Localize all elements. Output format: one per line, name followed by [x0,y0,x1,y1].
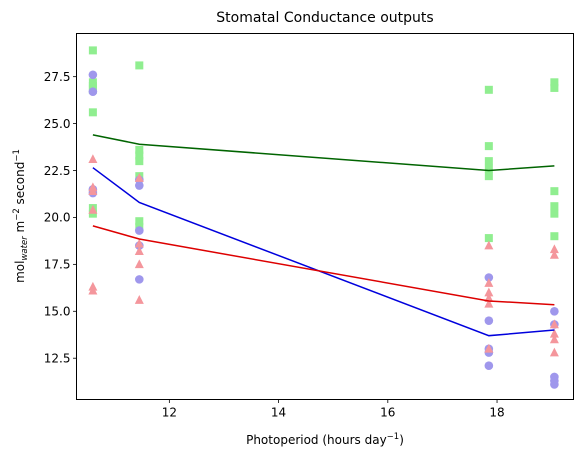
scatter-square-point [135,151,144,160]
scatter-square-point [135,61,144,70]
plot-marks [88,46,559,389]
x-axis-title-main: Photoperiod (hours day [246,433,387,447]
y-tick-label: 20.0 [44,211,71,225]
scatter-triangle-point [134,173,144,182]
y-axis-title-sup2: −1 [12,149,22,162]
y-axis-title-sec: second [13,162,27,209]
scatter-triangle-point [134,259,144,269]
trend-line-3 [92,225,555,306]
scatter-triangle-point [484,293,494,302]
scatter-triangle-point [134,246,144,256]
scatter-square-point [135,145,144,154]
x-axis-title-sup: −1 [387,432,400,442]
y-tick-label: 17.5 [44,258,71,272]
y-axis-title-m: m [13,221,27,237]
scatter-circle-point [550,380,559,389]
y-tick-label: 12.5 [44,352,71,366]
y-tick-label: 15.0 [44,305,71,319]
scatter-circle-point [135,181,144,190]
scatter-square-point [135,217,144,226]
scatter-square-point [135,157,144,166]
y-axis-title-main: mol [13,261,27,283]
scatter-triangle-point [484,298,494,308]
chart-title: Stomatal Conductance outputs [216,10,433,26]
scatter-triangle-point [484,240,494,250]
scatter-square-point [484,234,493,243]
scatter-circle-point [484,273,494,282]
x-tick-label: 14 [271,406,286,420]
scatter-square-point [550,83,559,92]
y-tick-label: 22.5 [44,164,71,178]
scatter-circle-point [135,275,144,284]
x-tick-label: 18 [489,406,504,420]
scatter-square-point [88,108,97,117]
scatter-triangle-point [549,328,559,338]
scatter-triangle-point [484,278,494,287]
scatter-triangle-point [88,154,98,164]
scatter-square-point [550,232,559,241]
scatter-circle-point [484,361,494,371]
scatter-triangle-point [484,343,494,353]
y-axis-title: molwater m−2 second−1 [12,149,30,283]
y-axis-title-sub: water [20,236,30,261]
scatter-triangle-point [88,285,98,295]
plot-frame [76,33,574,400]
scatter-triangle-point [88,186,98,195]
scatter-circle-point [135,226,144,235]
scatter-square-point [88,46,97,55]
scatter-triangle-point [134,295,144,304]
scatter-triangle-point [549,334,559,344]
trend-line-2 [92,167,555,337]
trend-line-1 [92,134,555,172]
x-axis-title: Photoperiod (hours day−1) [246,432,404,447]
y-tick-label: 27.5 [44,70,71,84]
scatter-triangle-point [134,238,144,248]
scatter-circle-point [88,70,98,80]
scatter-triangle-point [549,319,559,329]
scatter-square-point [484,85,493,94]
x-tick-label: 12 [162,406,177,420]
scatter-triangle-point [549,347,559,357]
scatter-square-point [550,209,559,218]
scatter-triangle-point [484,287,494,297]
scatter-triangle-point [549,244,559,254]
x-axis-title-end: ) [399,433,404,447]
scatter-square-point [550,202,559,211]
scatter-square-point [484,164,493,173]
scatter-circle-point [484,316,494,325]
scatter-square-point [484,157,493,166]
scatter-square-point [550,187,559,196]
scatter-square-point [484,142,493,151]
scatter-circle-point [550,306,559,316]
y-tick-label: 25.0 [44,117,71,131]
scatter-triangle-point [549,249,559,259]
y-axis-title-sup1: −2 [12,208,22,221]
scatter-circle-point [88,87,98,96]
x-tick-label: 16 [380,406,395,420]
scatter-triangle-point [88,204,98,214]
scatter-square-point [484,172,493,181]
scatter-square-point [550,78,559,87]
axes: 12 14 16 18 12.5 15.0 17.5 20.0 22.5 25.0 27.5 [44,70,505,420]
